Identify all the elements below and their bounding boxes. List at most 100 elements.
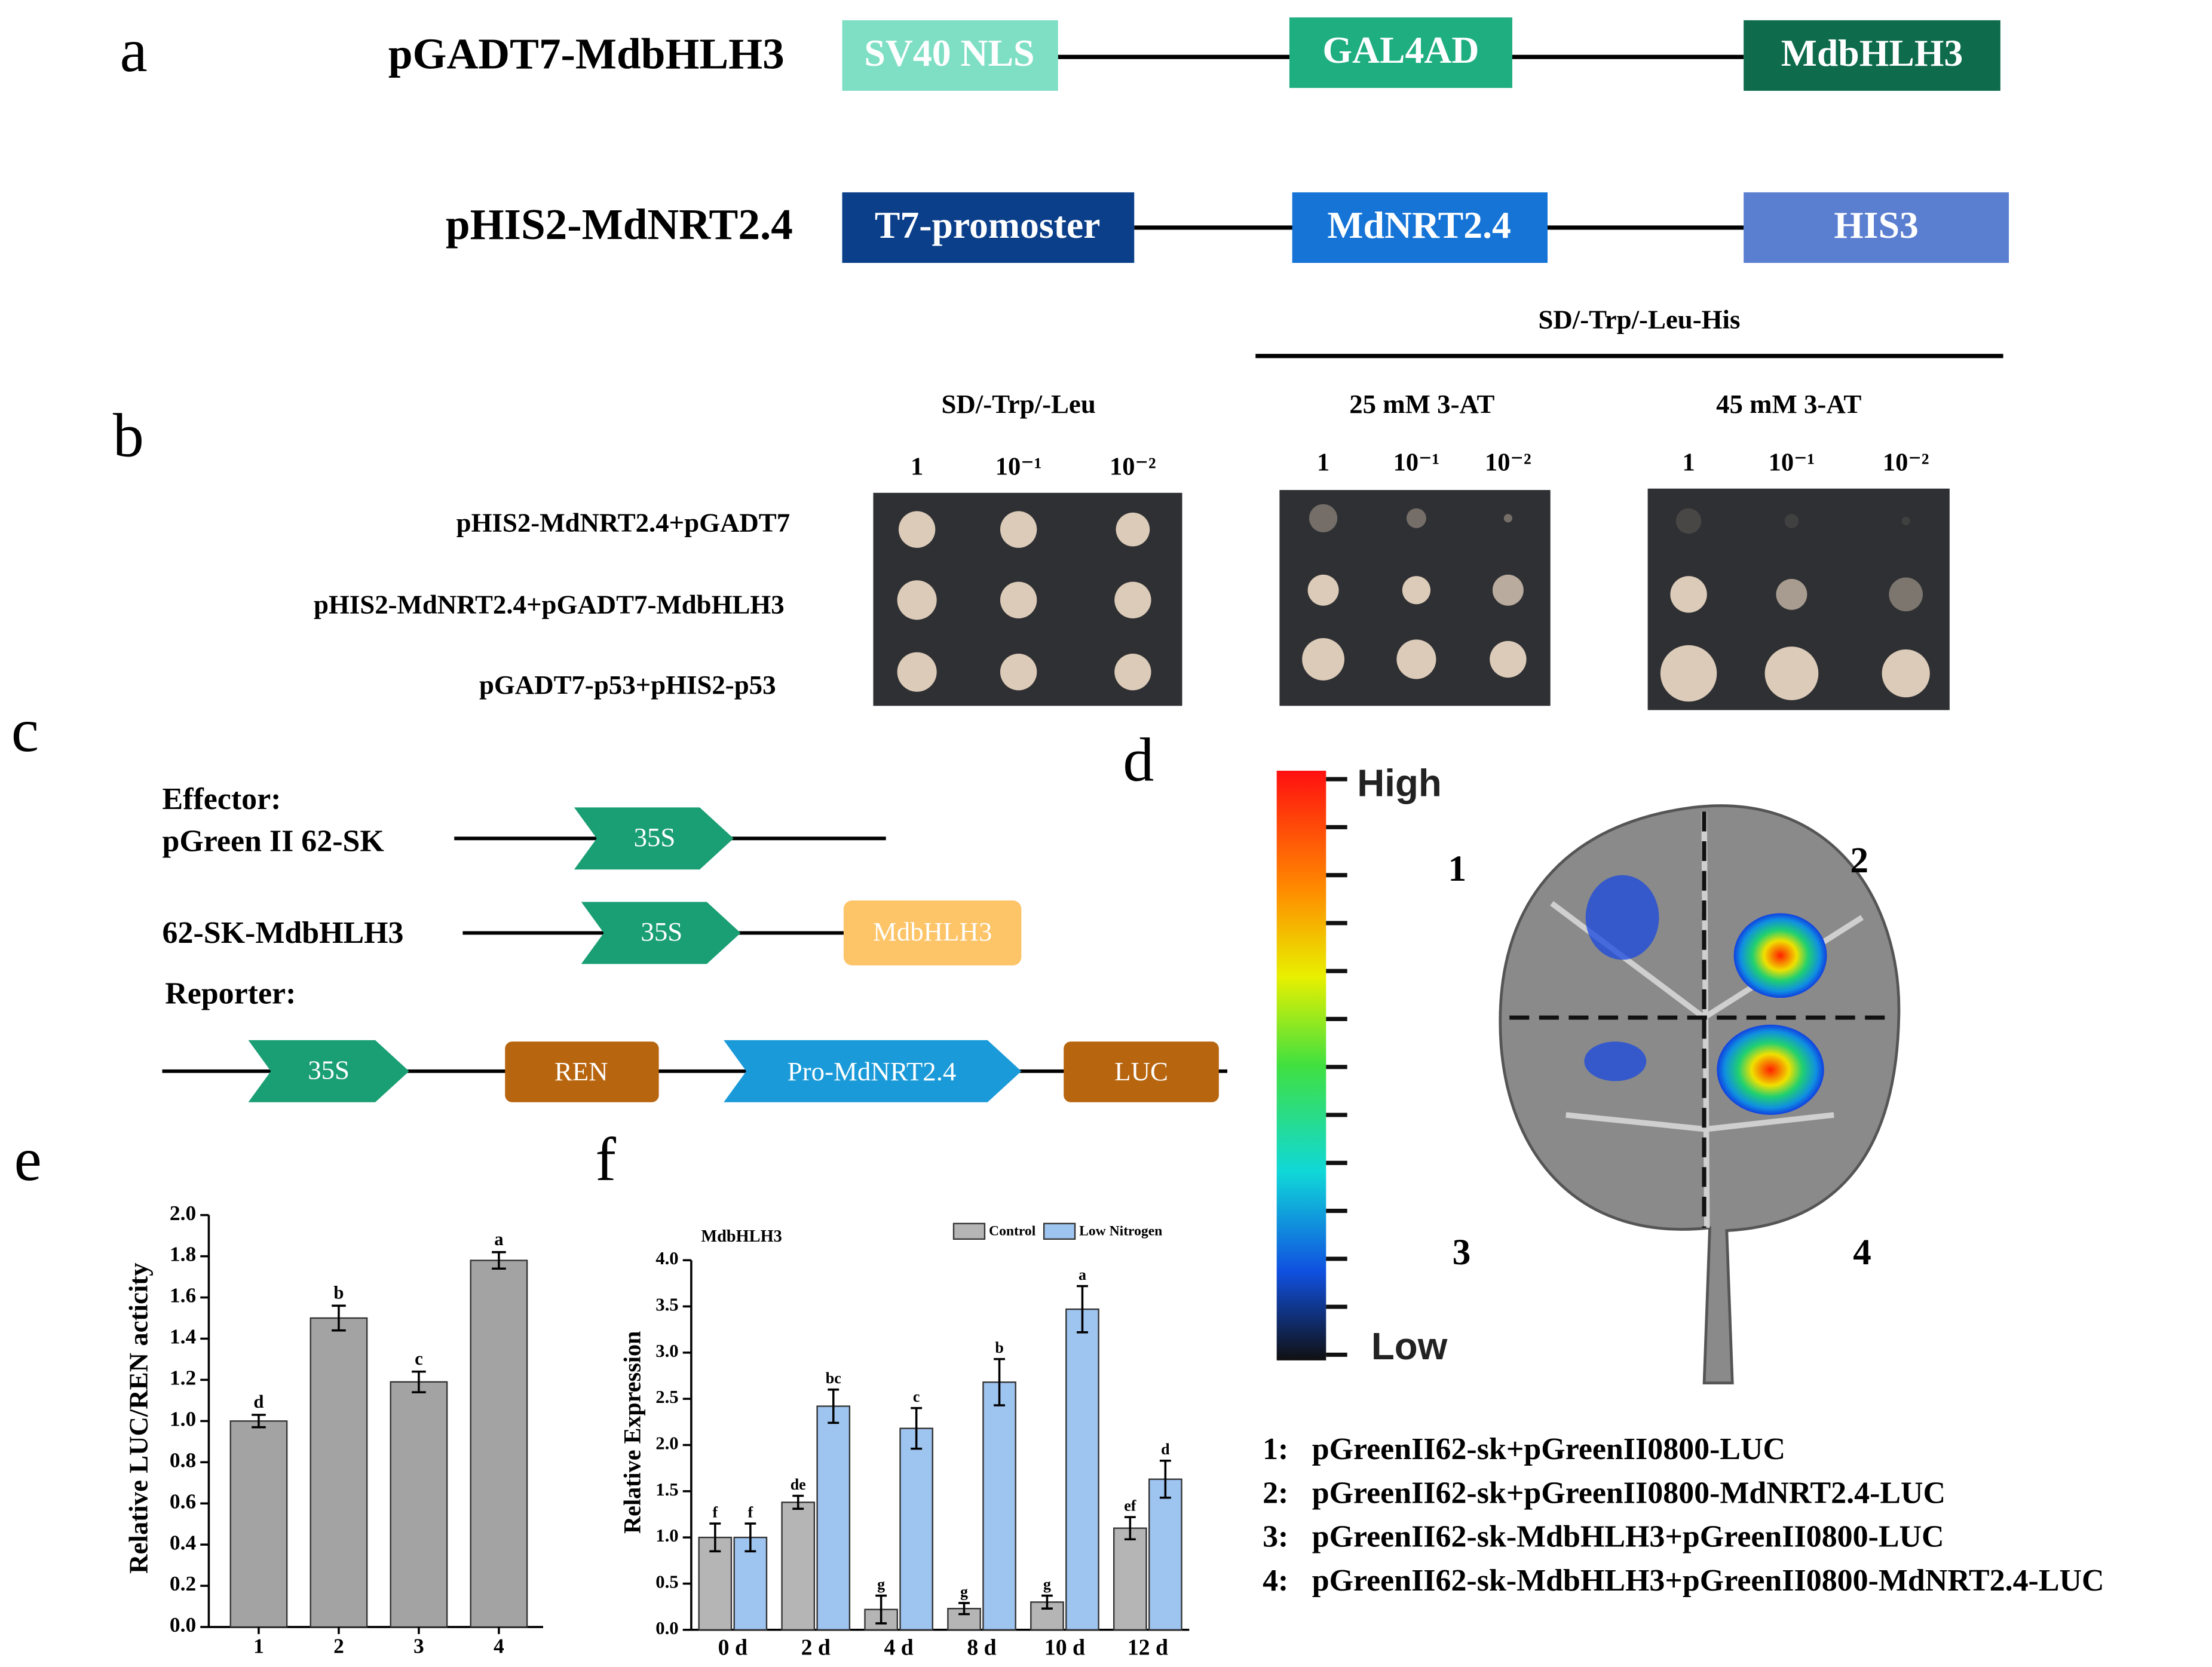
y-tick-label: 1.5 [655,1479,678,1500]
group-header: SD/-Trp/-Leu-His [1538,304,1740,334]
signal [1717,1024,1824,1116]
element-label: 35S [308,1055,350,1084]
dilution-label: 1 [911,452,923,480]
part-label: MdNRT2.4 [1327,204,1511,246]
legend-text: pGreenII62-sk+pGreenII0800-LUC [1312,1432,1785,1466]
colony [897,580,937,620]
colony [1114,581,1151,618]
legend-text: pGreenII62-sk-MdbHLH3+pGreenII0800-MdNRT… [1312,1564,2104,1598]
x-tick-label: 8 d [967,1635,996,1660]
y-tick-label: 0.6 [170,1489,196,1513]
significance-letter: g [960,1583,968,1600]
bar [470,1260,528,1628]
panel-label: f [595,1125,616,1194]
bar [899,1427,933,1631]
construct-name: pGreen II 62-SK [163,825,384,859]
y-tick-label: 0.2 [170,1571,196,1595]
medium-label: 45 mM 3-AT [1716,389,1861,419]
panel-label: b [113,402,144,470]
significance-letter: c [415,1349,423,1369]
colony [1309,504,1338,532]
bar [733,1536,768,1631]
gene-box [843,900,1022,966]
y-tick-label: 2.0 [170,1201,196,1225]
significance-letter: g [1043,1576,1051,1593]
dilution-label: 1 [1317,448,1329,476]
scale-label: Low [1371,1325,1448,1368]
dilution-label: 10⁻¹ [1393,448,1440,476]
colony [1901,516,1910,526]
signal [1585,875,1659,960]
significance-letter: de [791,1476,806,1493]
row-label: pGADT7-p53+pHIS2-p53 [479,670,776,700]
gene-box [505,1041,659,1102]
significance-letter: b [333,1282,344,1303]
bar [390,1381,448,1628]
quadrant-label: 1 [1448,848,1467,889]
significance-letter: g [877,1576,885,1593]
y-tick-label: 4.0 [655,1248,678,1268]
bar [698,1536,733,1631]
heading: Effector: [163,782,281,816]
colony [1396,639,1436,679]
significance-letter: d [253,1392,264,1412]
element-label: Pro-MdNRT2.4 [788,1056,957,1086]
legend: 1: pGreenII62-sk+pGreenII0800-LUC 2: pGreen… [1263,1432,2104,1598]
part-label: GAL4AD [1322,29,1479,71]
quadrant-label: 3 [1453,1232,1471,1273]
part-label: SV40 NLS [864,32,1034,74]
significance-letter: f [712,1503,718,1521]
x-tick-label: 1 [253,1634,264,1658]
x-tick-label: 4 d [884,1635,913,1660]
colony [1889,577,1923,612]
part-box [842,20,1058,91]
colony [1503,514,1512,523]
panel-label: d [1123,726,1154,795]
y-tick-label: 1.6 [170,1283,196,1307]
chart-title: MdbHLH3 [701,1227,782,1246]
element-label: MdbHLH3 [873,917,992,946]
construct-name: 62-SK-MdbHLH3 [163,916,404,950]
x-tick-label: 4 [494,1634,504,1658]
dilution-label: 10⁻² [1485,448,1531,476]
legend-number: 4: [1263,1564,1288,1598]
x-tick-label: 3 [413,1634,424,1658]
y-tick-label: 1.2 [170,1366,196,1390]
significance-letter: ef [1124,1497,1136,1515]
y-tick-label: 0.0 [655,1618,678,1638]
medium-label: 25 mM 3-AT [1349,389,1494,419]
y-tick-label: 0.5 [655,1571,678,1592]
colony [1490,641,1527,678]
promoter-arrow [581,902,741,964]
colony [1116,512,1150,547]
legend-swatch [952,1222,986,1240]
plates: 1 10⁻¹ 10⁻² 1 10⁻¹ 10⁻² 1 10⁻¹ 10⁻² [873,448,1950,710]
y-tick-label: 2.5 [655,1387,678,1407]
y-axis-label: Relative Expression [619,1331,646,1534]
bar [1148,1478,1182,1631]
bar [816,1405,851,1631]
legend-text: pGreenII62-sk+pGreenII0800-MdNRT2.4-LUC [1312,1476,1946,1510]
y-tick-label: 3.5 [655,1295,678,1315]
y-tick-label: 1.0 [655,1525,678,1546]
colony [1492,574,1524,606]
element-label: 35S [634,822,676,852]
colony [897,652,937,692]
panel-label: a [120,16,148,85]
panel-label: c [11,696,39,765]
legend-text: pGreenII62-sk-MdbHLH3+pGreenII0800-LUC [1312,1520,1944,1554]
colony [1406,508,1426,528]
colony [1784,514,1799,528]
legend-swatch [1043,1222,1076,1240]
bar [781,1501,816,1631]
y-tick-label: 1.4 [170,1325,197,1349]
colony [1000,581,1037,618]
x-tick-label: 2 [333,1634,344,1658]
promoter-arrow [724,1040,1022,1102]
y-tick-label: 3.0 [655,1341,678,1361]
legend-number: 3: [1263,1520,1288,1554]
colony [1776,578,1807,610]
part-box [1292,192,1548,263]
part-label: MdbHLH3 [1781,32,1963,74]
construct-name: pHIS2-MdNRT2.4 [446,200,793,249]
